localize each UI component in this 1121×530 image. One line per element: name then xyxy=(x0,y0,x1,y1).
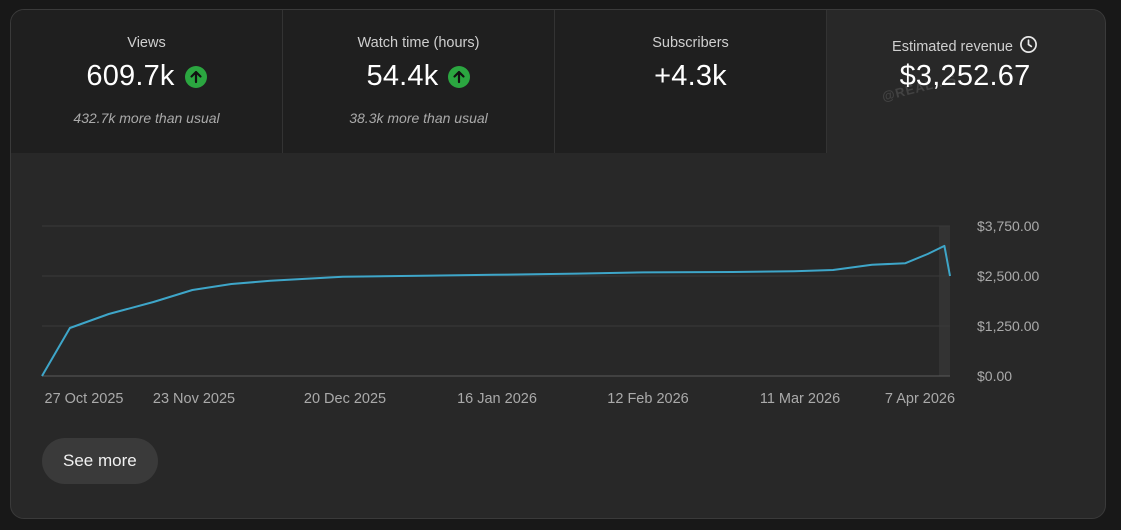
x-tick-label: 16 Jan 2026 xyxy=(457,391,537,407)
y-tick-label: $1,250.00 xyxy=(977,318,1039,334)
metric-tile-views[interactable]: Views 609.7k 432.7k more than usual xyxy=(11,10,283,153)
x-tick-label: 12 Feb 2026 xyxy=(607,391,688,407)
x-tick-label: 23 Nov 2025 xyxy=(153,391,235,407)
clock-icon xyxy=(1019,35,1038,58)
metric-label: Views xyxy=(127,35,166,51)
metric-value: 54.4k xyxy=(366,60,439,92)
x-tick-label: 27 Oct 2025 xyxy=(45,391,124,407)
metric-note: 38.3k more than usual xyxy=(349,110,488,126)
y-tick-label: $2,500.00 xyxy=(977,268,1039,284)
trend-up-icon xyxy=(448,65,471,88)
y-tick-label: $3,750.00 xyxy=(977,218,1039,234)
metric-value: +4.3k xyxy=(654,60,727,92)
metric-label: Subscribers xyxy=(652,35,729,51)
y-tick-label: $0.00 xyxy=(977,368,1012,384)
metric-value: $3,252.67 xyxy=(899,60,1031,92)
metric-tile-subscribers[interactable]: Subscribers +4.3k xyxy=(555,10,827,153)
x-tick-label: 20 Dec 2025 xyxy=(304,391,386,407)
hover-strip xyxy=(939,226,950,376)
analytics-card: Views 609.7k 432.7k more than usual Watc… xyxy=(10,9,1106,519)
metric-tile-watch-time[interactable]: Watch time (hours) 54.4k 38.3k more than… xyxy=(283,10,555,153)
metric-tile-revenue[interactable]: Estimated revenue $3,252.67 xyxy=(827,10,1103,153)
metric-value: 609.7k xyxy=(86,60,175,92)
revenue-series-line[interactable] xyxy=(41,244,951,377)
metric-label: Estimated revenue xyxy=(892,38,1013,55)
metric-label: Watch time (hours) xyxy=(357,35,480,51)
x-tick-label: 11 Mar 2026 xyxy=(760,391,840,407)
revenue-chart: $0.00 $1,250.00 $2,500.00 $3,750.00 27 Oct 2… xyxy=(41,218,1039,407)
metric-tiles: Views 609.7k 432.7k more than usual Watc… xyxy=(11,10,1105,153)
metric-note: 432.7k more than usual xyxy=(73,110,220,126)
see-more-button[interactable]: See more xyxy=(42,438,158,484)
metric-label-row: Estimated revenue xyxy=(827,35,1103,58)
x-tick-label: 7 Apr 2026 xyxy=(885,391,955,407)
trend-up-icon xyxy=(184,65,207,88)
